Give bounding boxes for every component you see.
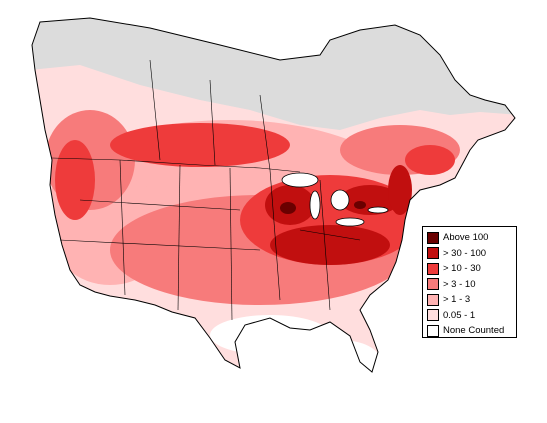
great-lakes — [281, 172, 389, 227]
legend-swatch — [427, 247, 439, 260]
legend-swatch — [427, 278, 439, 291]
range-patch — [270, 225, 390, 265]
legend-label: > 3 - 10 — [443, 278, 476, 290]
range-patch — [388, 165, 412, 215]
range-patch — [405, 145, 455, 175]
legend-item: > 1 - 3 — [427, 292, 512, 308]
legend-item: > 30 - 100 — [427, 246, 512, 262]
range-patch — [210, 315, 330, 355]
legend-item: > 3 - 10 — [427, 277, 512, 293]
legend-label: Above 100 — [443, 232, 489, 244]
range-patch — [55, 140, 95, 220]
legend-item: None Counted — [427, 323, 512, 339]
range-patch — [110, 123, 290, 167]
legend-swatch — [427, 324, 439, 337]
legend-swatch — [427, 309, 439, 322]
legend-item: 0.05 - 1 — [427, 308, 512, 324]
range-patch — [280, 202, 296, 214]
region-boundaries — [51, 59, 361, 321]
legend: Above 100 > 30 - 100 > 10 - 30 > 3 - 10 … — [422, 226, 517, 338]
legend-label: 0.05 - 1 — [443, 309, 476, 321]
legend-swatch — [427, 262, 439, 275]
legend-swatch — [427, 293, 439, 306]
legend-label: > 30 - 100 — [443, 247, 487, 259]
legend-label: None Counted — [443, 325, 505, 337]
range-patch — [354, 201, 366, 209]
legend-swatch — [427, 231, 439, 244]
legend-item: Above 100 — [427, 230, 512, 246]
legend-item: > 10 - 30 — [427, 261, 512, 277]
coastline — [31, 17, 516, 373]
range-patch — [300, 340, 380, 372]
legend-label: > 10 - 30 — [443, 263, 481, 275]
legend-label: > 1 - 3 — [443, 294, 471, 306]
